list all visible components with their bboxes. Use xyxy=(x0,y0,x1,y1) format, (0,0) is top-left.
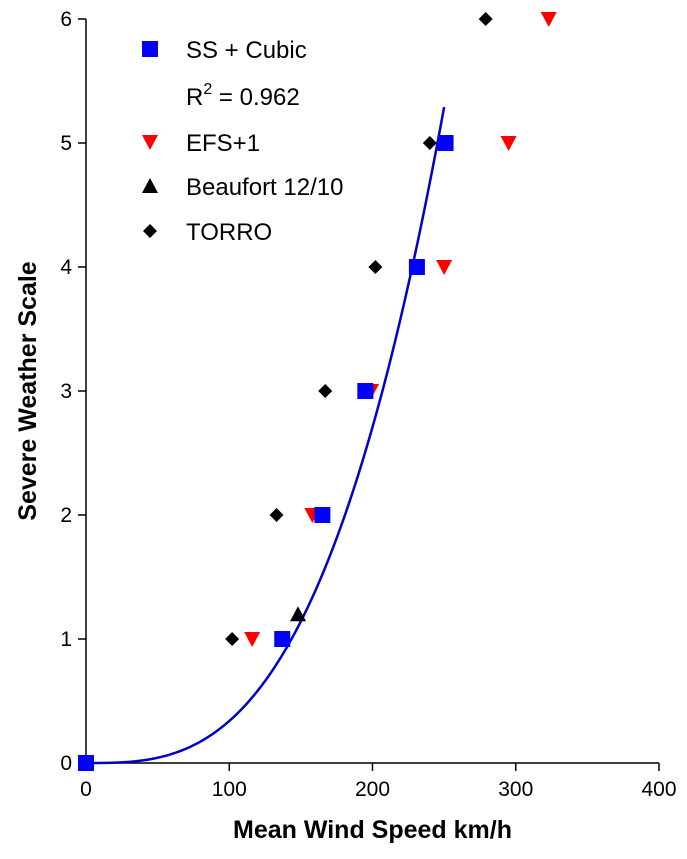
data-point-torro xyxy=(225,632,240,646)
data-point-torro xyxy=(422,136,437,150)
data-point-ss-cubic xyxy=(78,755,94,771)
data-point-torro xyxy=(318,384,333,398)
y-tick-label: 2 xyxy=(60,504,72,527)
y-tick-label: 4 xyxy=(60,256,72,279)
x-tick-label: 100 xyxy=(212,778,247,801)
data-point-ss-cubic xyxy=(437,135,454,151)
data-points-layer xyxy=(78,12,557,771)
legend-marker-ss-cubic xyxy=(142,41,158,57)
legend-marker-beaufort-12-10 xyxy=(142,178,158,193)
legend-label-efs-1: EFS+1 xyxy=(186,130,260,157)
legend-marker-torro xyxy=(143,224,157,238)
legend-item-beaufort-12-10: Beaufort 12/10 xyxy=(142,174,343,201)
fit-curve-layer xyxy=(86,106,446,765)
legend-marker-efs-1 xyxy=(142,135,158,150)
data-point-efs-1 xyxy=(540,12,557,27)
data-point-ss-cubic xyxy=(357,383,374,399)
legend-item-ss-cubic: SS + Cubic xyxy=(142,37,307,64)
y-tick-label: 1 xyxy=(60,628,72,651)
cubic-fit-line xyxy=(86,106,446,765)
r-squared-symbol: R xyxy=(186,84,203,111)
x-axis-title: Mean Wind Speed km/h xyxy=(233,816,512,844)
legend-item-torro: TORRO xyxy=(143,219,272,246)
data-point-efs-1 xyxy=(436,260,453,275)
x-tick-label: 300 xyxy=(498,778,533,801)
data-point-beaufort-12-10 xyxy=(290,606,307,622)
r-squared-superscript: 2 xyxy=(203,81,212,98)
data-point-ss-cubic xyxy=(408,259,425,275)
data-point-torro xyxy=(478,12,493,26)
x-tick-label: 0 xyxy=(80,778,92,801)
data-point-ss-cubic xyxy=(274,631,291,647)
x-tick-label: 200 xyxy=(355,778,390,801)
data-point-efs-1 xyxy=(244,632,261,647)
legend-label-beaufort-12-10: Beaufort 12/10 xyxy=(186,174,343,201)
y-tick-label: 0 xyxy=(60,752,72,775)
legend-item-efs-1: EFS+1 xyxy=(142,130,260,157)
r-squared-annotation: R2 = 0.962 xyxy=(186,81,300,111)
y-tick-label: 3 xyxy=(60,380,72,403)
legend-label-ss-cubic: SS + Cubic xyxy=(186,37,307,64)
r-squared-value: = 0.962 xyxy=(212,84,299,111)
y-tick-label: 5 xyxy=(60,132,72,155)
legend-label-torro: TORRO xyxy=(186,219,272,246)
y-axis-title: Severe Weather Scale xyxy=(14,261,42,521)
data-point-ss-cubic xyxy=(314,507,331,523)
y-tick-label: 6 xyxy=(60,8,72,31)
legend: SS + Cubic EFS+1 Beaufort 12/10 TORRO R2 = 0… xyxy=(142,37,343,246)
data-point-torro xyxy=(368,260,383,274)
data-point-efs-1 xyxy=(500,136,517,151)
x-tick-label: 400 xyxy=(641,778,676,801)
data-point-torro xyxy=(269,508,284,522)
axes: 0 100 200 300 400 0 1 2 3 4 5 6 xyxy=(60,8,676,801)
